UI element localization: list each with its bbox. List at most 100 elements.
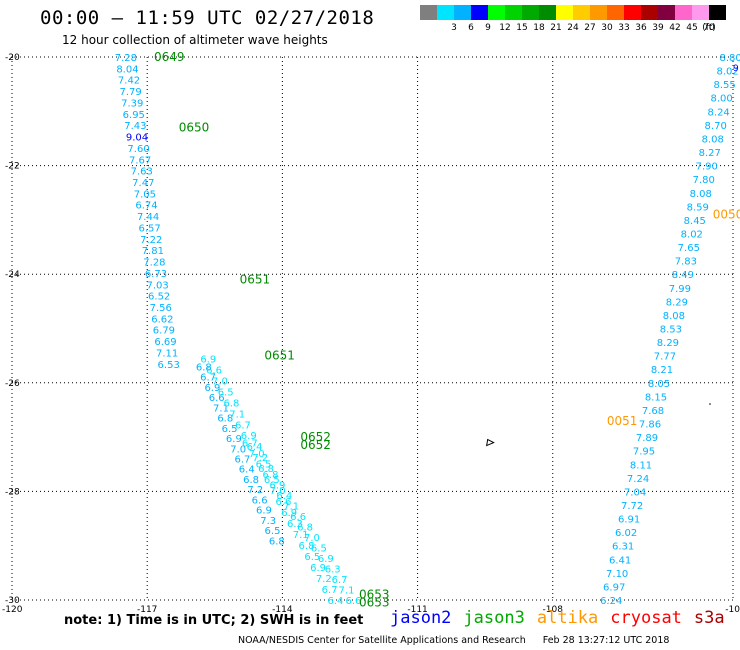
swh-value: 6.4 (327, 596, 343, 607)
swh-value: 6.7 (235, 455, 251, 466)
swh-value: 7.0 (304, 533, 320, 544)
swh-value: 7.81 (142, 246, 164, 257)
swh-value: 6.5 (256, 460, 272, 471)
time-label: 0051 (607, 414, 638, 428)
color-scale-label: 39 (652, 23, 664, 33)
color-scale-label: 36 (635, 23, 647, 33)
swh-value: 8.45 (684, 216, 706, 227)
swh-value: 8.02 (716, 67, 738, 78)
swh-value: 7.1 (213, 403, 229, 414)
color-scale-swatch (590, 5, 607, 20)
swh-value: 6.41 (609, 555, 631, 566)
swh-value: 7.67 (129, 155, 151, 166)
swh-value: 6.9 (318, 554, 334, 565)
swh-value: 6.9 (269, 481, 285, 492)
swh-value: 6.74 (135, 201, 157, 212)
swh-value: 6.6 (275, 497, 291, 508)
swh-value: 8.29 (666, 297, 688, 308)
swh-value: 7.0 (249, 449, 265, 460)
swh-value: 8.59 (687, 202, 709, 213)
color-scale-swatch (471, 5, 488, 20)
color-scale-swatch (556, 5, 573, 20)
swh-value: 6.8 (258, 464, 274, 475)
swh-value: 7.90 (696, 162, 718, 173)
color-scale-label: 33 (618, 23, 630, 33)
swh-value: 8.04 (116, 64, 138, 75)
swh-value: 8.08 (690, 189, 712, 200)
swh-value: 8.55 (714, 80, 736, 91)
swh-value: 7.83 (675, 257, 697, 268)
swh-value: 6.52 (148, 292, 170, 303)
swh-value: 7.95 (633, 447, 655, 458)
swh-value: 6.73 (145, 269, 167, 280)
page-subtitle: 12 hour collection of altimeter wave hei… (62, 33, 328, 47)
color-scale-swatch (437, 5, 454, 20)
swh-value: 6.91 (618, 515, 640, 526)
swh-value: 7.47 (132, 178, 154, 189)
color-scale-swatch (675, 5, 692, 20)
swh-value: 8.02 (681, 229, 703, 240)
swh-value: 6.5 (218, 387, 234, 398)
swh-value: 7.2 (316, 574, 332, 585)
color-scale-unit: (ft) (702, 23, 716, 33)
swh-value: 6.7 (322, 585, 338, 596)
lon-tick-label: -120 (2, 605, 23, 615)
swh-value: 8.70 (705, 121, 727, 132)
lat-tick-label: -22 (5, 162, 20, 172)
time-label: 0653 (359, 596, 390, 610)
time-label: 0649 (154, 50, 185, 64)
color-scale-swatch (522, 5, 539, 20)
swh-value: 6.7 (200, 373, 216, 384)
swh-value: 8.05 (648, 379, 670, 390)
swh-value: 7.03 (146, 280, 168, 291)
swh-value: 6.8 (243, 475, 259, 486)
swh-value: 6.4 (247, 442, 263, 453)
swh-value: 6.9 (241, 431, 257, 442)
swh-value: 8.00 (711, 94, 733, 105)
credit-org: NOAA/NESDIS Center for Satellite Applica… (238, 635, 526, 646)
swh-value: 6.5 (222, 424, 238, 435)
swh-value: 7.1 (293, 530, 309, 541)
color-scale-label: 12 (499, 23, 511, 33)
swh-value: 6.7 (332, 575, 348, 586)
swh-value: 7.99 (669, 284, 691, 295)
swh-value: 6.9 (281, 508, 297, 519)
satellite-legend-item: altika (536, 608, 599, 628)
swh-value: 7.10 (606, 569, 628, 580)
satellite-legend-item: jason3 (463, 608, 525, 628)
color-scale-label: 21 (550, 23, 562, 33)
time-label: 0050 (713, 207, 740, 221)
satellite-legend-item: jason2 (390, 608, 452, 628)
swh-value: 6.95 (123, 110, 145, 121)
swh-value: 7.0 (270, 486, 286, 497)
swh-value: 6.8 (269, 536, 285, 547)
map-markers (486, 403, 711, 447)
swh-value: 7.72 (621, 501, 643, 512)
swh-value: 7.60 (127, 144, 149, 155)
color-scale-swatch (420, 5, 437, 20)
color-scale-swatch (692, 5, 709, 20)
swh-value: 6.24 (600, 596, 622, 607)
swh-value: 6.4 (239, 465, 255, 476)
swh-value: 6.8 (223, 398, 239, 409)
color-scale-swatch (624, 5, 641, 20)
swh-value: 7.43 (124, 121, 146, 132)
swh-value: 6.6 (345, 596, 361, 607)
lon-tick-label: -114 (272, 605, 293, 615)
swh-value: 6.79 (153, 326, 175, 337)
color-scale-swatch (539, 5, 556, 20)
swh-value: 7.89 (636, 433, 658, 444)
swh-value: 6.62 (151, 314, 173, 325)
swh-value: 7.22 (140, 235, 162, 246)
swh-value: 6.6 (290, 512, 306, 523)
lon-tick-label: -117 (137, 605, 157, 615)
time-label: 0650 (179, 121, 210, 135)
swh-value: 7.24 (627, 474, 649, 485)
swh-value: 8.24 (708, 107, 730, 118)
color-scale-label: 42 (669, 23, 681, 33)
swh-value: 6.31 (612, 542, 634, 553)
swh-value: 6.53 (158, 360, 180, 371)
swh-value: 7.65 (678, 243, 700, 254)
swh-value: 6.8 (196, 363, 212, 374)
swh-value: 7.86 (639, 420, 661, 431)
